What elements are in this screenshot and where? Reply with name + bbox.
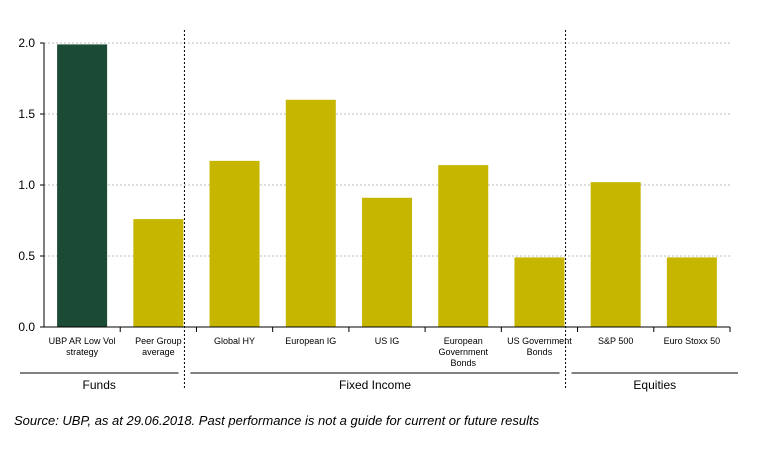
y-tick-label: 1.5 [18, 107, 35, 121]
group-label: Funds [83, 378, 116, 392]
category-label: US Government Bonds [507, 336, 572, 357]
bar [57, 44, 108, 328]
group-label: Equities [633, 378, 676, 392]
category-label: S&P 500 [598, 336, 633, 346]
category-label: Global HY [214, 336, 255, 346]
group-labels: Funds Fixed Income Equities [20, 372, 738, 392]
bar [514, 257, 565, 327]
bar [209, 160, 260, 327]
y-tick-labels: 0.0 0.5 1.0 1.5 2.0 [18, 36, 35, 334]
category-label: Peer Group average [135, 336, 182, 357]
category-label: European IG [285, 336, 336, 346]
category-label: UBP AR Low Vol strategy [49, 336, 116, 357]
bar [133, 219, 184, 327]
y-tick-label: 0.0 [18, 320, 35, 334]
bars [57, 44, 717, 328]
category-label: Euro Stoxx 50 [664, 336, 721, 346]
bar [590, 182, 641, 327]
y-tick-label: 2.0 [18, 36, 35, 50]
bar [666, 257, 717, 327]
axes [40, 42, 731, 332]
bar [438, 165, 489, 327]
category-label: US IG [375, 336, 400, 346]
category-label: European Government Bonds [438, 336, 488, 368]
bar [362, 197, 412, 327]
y-tick-label: 0.5 [18, 249, 35, 263]
source-note: Source: UBP, as at 29.06.2018. Past perf… [14, 413, 540, 428]
category-labels: UBP AR Low Vol strategy Peer Group average G… [49, 336, 720, 368]
group-label: Fixed Income [339, 378, 411, 392]
y-tick-label: 1.0 [18, 178, 35, 192]
bar [285, 99, 336, 327]
